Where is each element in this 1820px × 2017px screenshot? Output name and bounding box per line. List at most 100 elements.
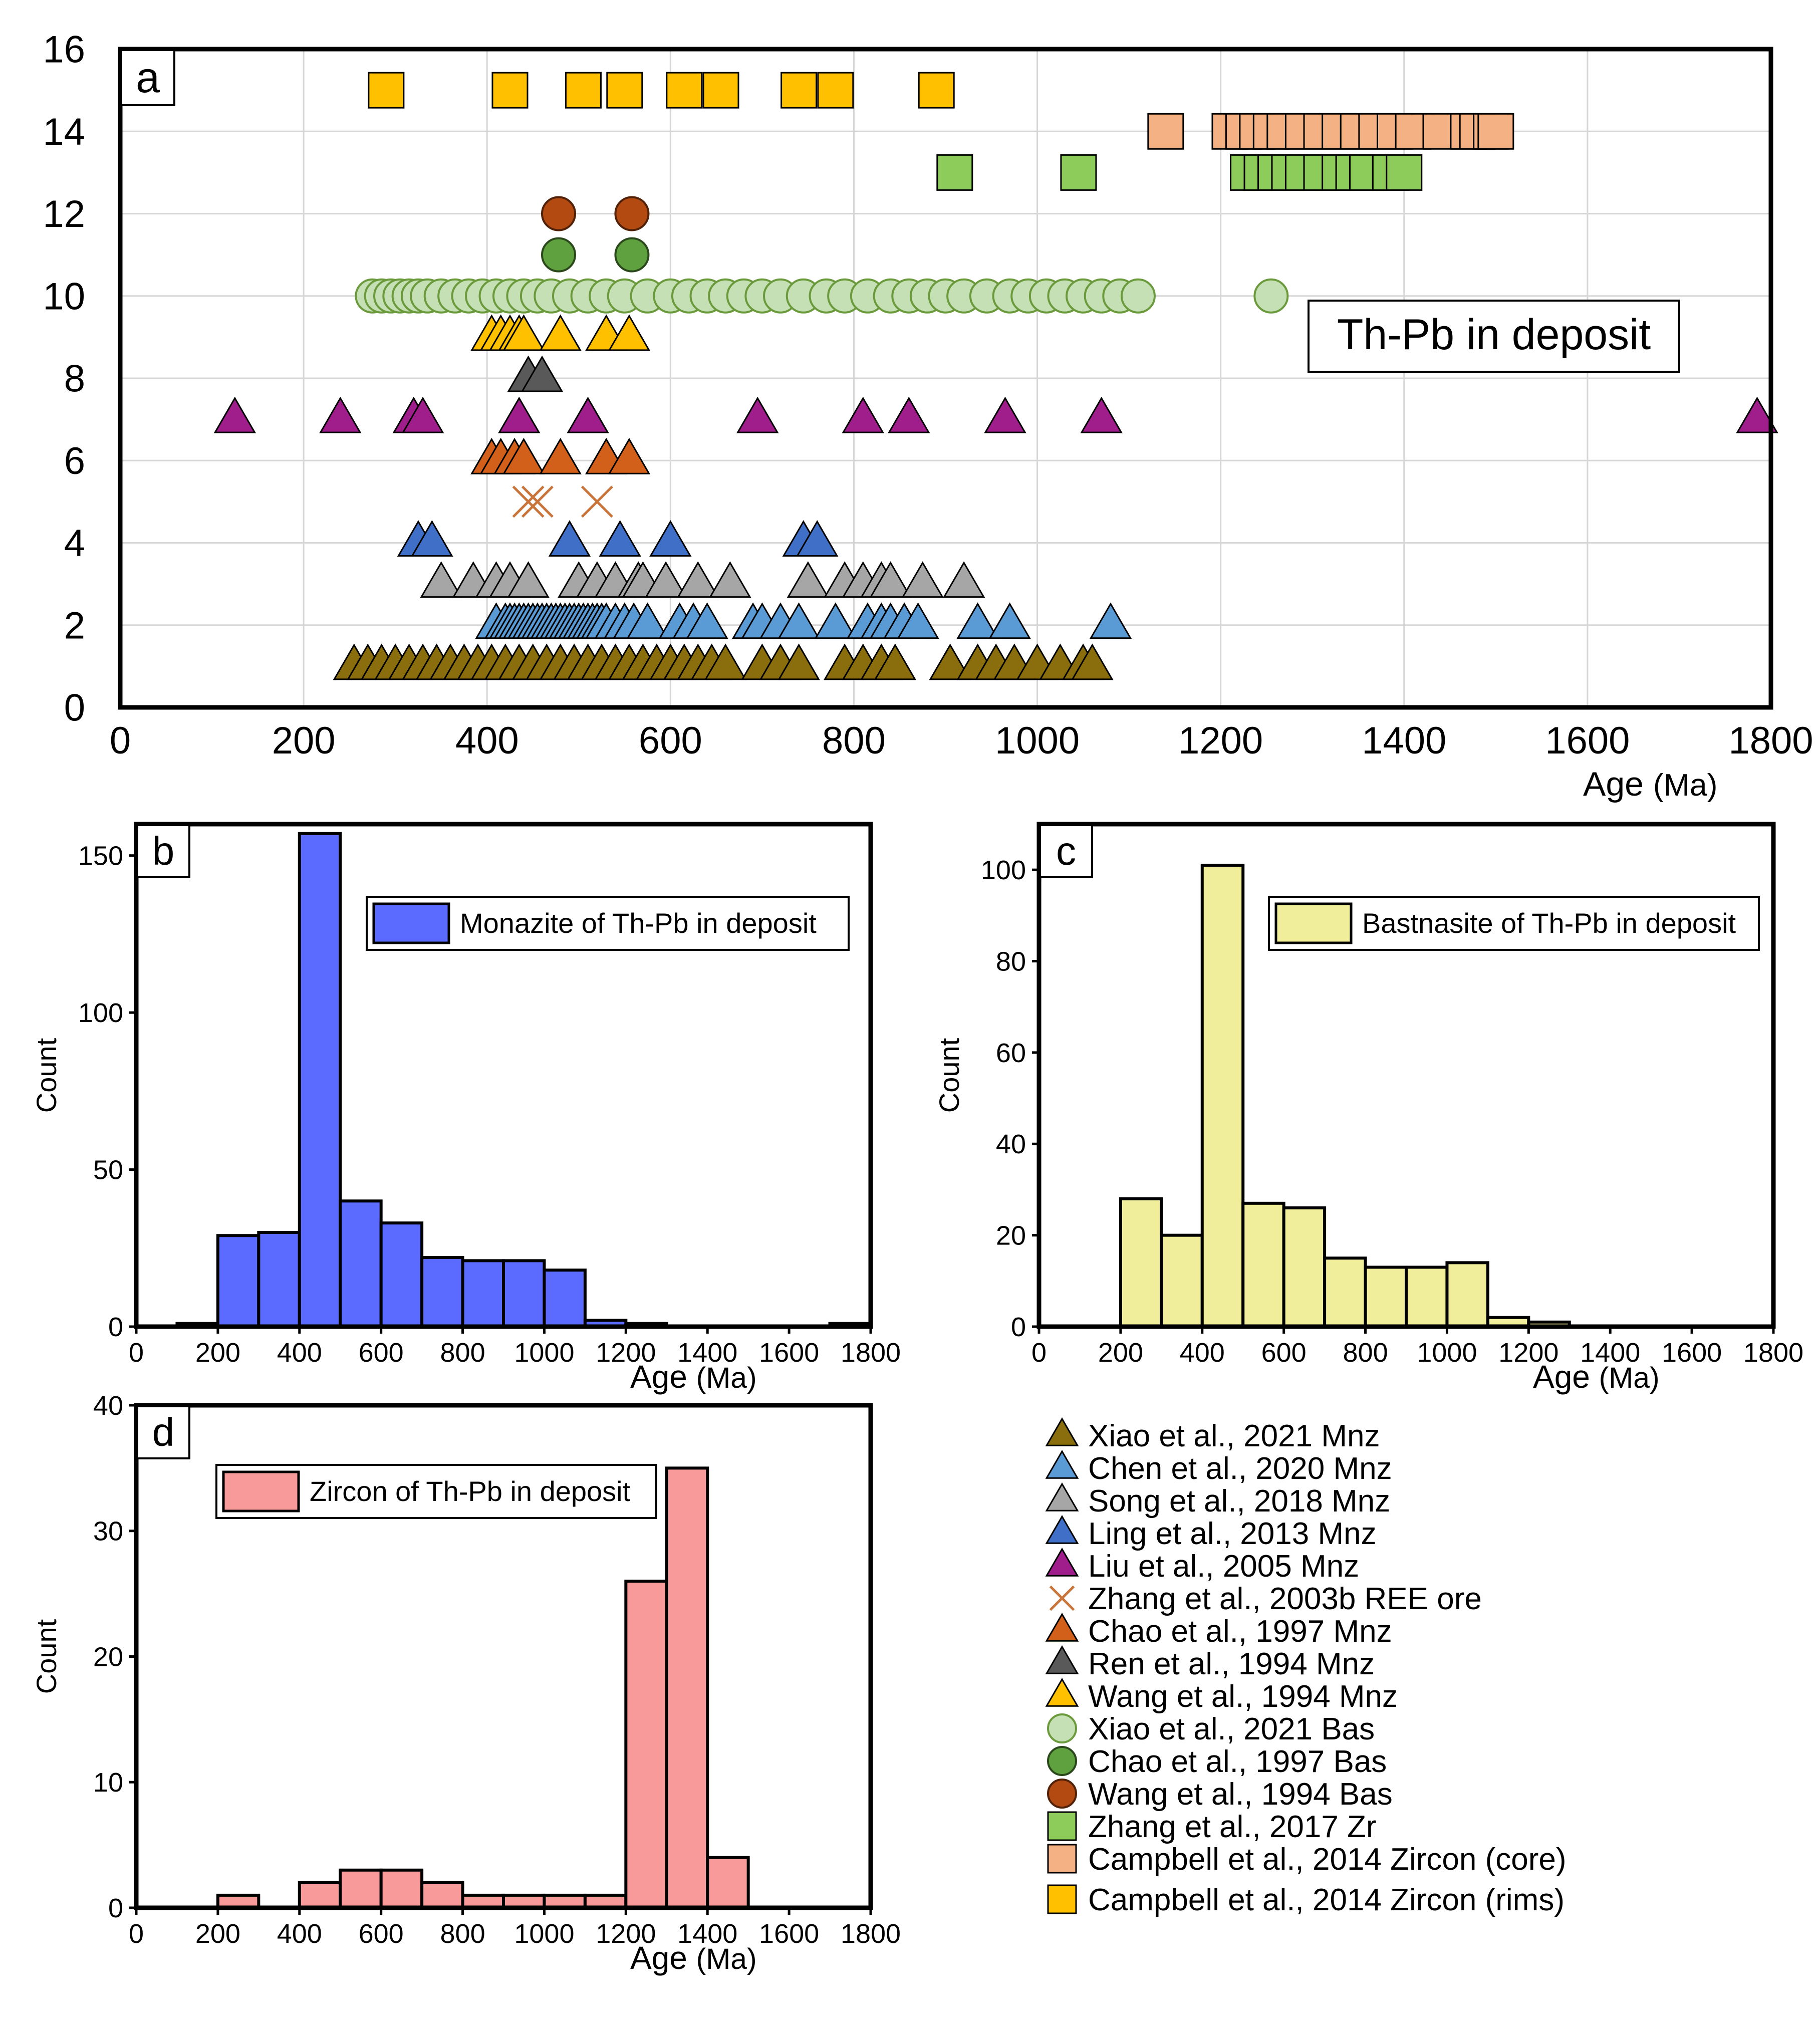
plot-frame bbox=[134, 822, 873, 1329]
histogram-bar bbox=[1200, 864, 1245, 1328]
series-chao-et-al-1997-bas bbox=[541, 237, 650, 273]
legend-item-label: Song et al., 2018 Mnz bbox=[1088, 1484, 1390, 1519]
legend-item-label: Wang et al., 1994 Bas bbox=[1088, 1777, 1393, 1812]
panel-label-text: a bbox=[136, 54, 160, 102]
data-point bbox=[368, 72, 405, 109]
x-tick-label: 600 bbox=[359, 1919, 404, 1949]
x-tick-label: 600 bbox=[639, 719, 702, 762]
data-point bbox=[777, 643, 820, 680]
data-point bbox=[842, 396, 884, 433]
legend-item: Liu et al., 2005 Mnz bbox=[1045, 1548, 1359, 1584]
series-chao-et-al-1997-mnz bbox=[470, 437, 651, 474]
histogram-bar bbox=[1323, 1256, 1367, 1329]
data-point bbox=[709, 561, 751, 598]
y-tick-label: 50 bbox=[93, 1155, 123, 1185]
histogram-bar bbox=[420, 1881, 464, 1910]
y-tick-label: 40 bbox=[996, 1129, 1026, 1159]
legend-item-label: Chao et al., 1997 Mnz bbox=[1088, 1614, 1392, 1649]
series-xiao-et-al-2021-mnz bbox=[333, 643, 1114, 680]
x-tick-label: 1400 bbox=[677, 1919, 737, 1949]
x-tick-label: 1600 bbox=[759, 1338, 819, 1368]
data-point bbox=[498, 396, 541, 433]
legend-label: Bastnasite of Th-Pb in deposit bbox=[1362, 907, 1736, 939]
y-tick-label: 100 bbox=[981, 855, 1026, 885]
x-tick-label: 600 bbox=[1261, 1338, 1307, 1368]
panel-label: d bbox=[136, 1405, 190, 1459]
panel-label-text: d bbox=[152, 1410, 175, 1454]
x-tick-label: 1200 bbox=[1178, 719, 1263, 762]
x-tick-label: 1000 bbox=[1417, 1338, 1477, 1368]
x-tick-label: 1400 bbox=[677, 1338, 737, 1368]
data-point bbox=[565, 72, 602, 109]
x-tick-label: 800 bbox=[1343, 1338, 1388, 1368]
x-tick-label: 1000 bbox=[995, 719, 1080, 762]
data-point bbox=[1089, 602, 1132, 639]
data-point bbox=[1080, 396, 1123, 433]
data-point bbox=[988, 602, 1031, 639]
x-tick-label: 800 bbox=[440, 1919, 485, 1949]
data-point bbox=[929, 643, 971, 680]
legend-item-label: Liu et al., 2005 Mnz bbox=[1088, 1549, 1359, 1584]
legend-item: Xiao et al., 2021 Mnz bbox=[1045, 1417, 1380, 1453]
legend-marker bbox=[1047, 1844, 1077, 1874]
legend-marker bbox=[1049, 1585, 1075, 1611]
histogram-bar bbox=[379, 1221, 424, 1329]
histogram-bar bbox=[379, 1868, 424, 1909]
x-tick-label: 1600 bbox=[1545, 719, 1630, 762]
legend-item-label: Ren et al., 1994 Mnz bbox=[1088, 1647, 1375, 1681]
y-tick-label: 16 bbox=[43, 29, 85, 71]
legend-item: Ren et al., 1994 Mnz bbox=[1045, 1645, 1375, 1681]
legend-marker bbox=[1047, 1746, 1077, 1776]
legend-marker bbox=[1045, 1417, 1079, 1446]
legend-item: Zhang et al., 2017 Zr bbox=[1047, 1810, 1377, 1844]
series-wang-et-al-1994-mnz bbox=[470, 314, 651, 351]
data-point bbox=[512, 485, 545, 518]
x-axis-label: Age (Ma) bbox=[1533, 1359, 1660, 1395]
plot-frame bbox=[118, 47, 1773, 710]
data-point bbox=[411, 520, 453, 557]
plot-frame bbox=[1036, 822, 1776, 1329]
bars bbox=[1119, 864, 1571, 1329]
legend-item-label: Chao et al., 1997 Bas bbox=[1088, 1744, 1387, 1779]
x-tick-label: 400 bbox=[277, 1338, 322, 1368]
histogram-bar bbox=[665, 1466, 709, 1909]
legend-marker bbox=[1045, 1645, 1079, 1674]
series-zhang-et-al-2003b-ree-ore bbox=[512, 485, 613, 518]
histogram-bar bbox=[1364, 1266, 1408, 1328]
data-point bbox=[787, 561, 830, 598]
x-tick-label: 200 bbox=[195, 1919, 240, 1949]
x-tick-label: 1800 bbox=[841, 1338, 901, 1368]
histogram-bar bbox=[1241, 1201, 1285, 1328]
histogram-bar bbox=[298, 832, 342, 1328]
legend-marker bbox=[1045, 1450, 1079, 1479]
histogram-bar bbox=[339, 1868, 383, 1909]
legend-item: Chao et al., 1997 Bas bbox=[1047, 1744, 1387, 1779]
panel-label-box bbox=[1039, 824, 1093, 878]
legend-item: Xiao et al., 2021 Bas bbox=[1047, 1712, 1375, 1746]
series-xiao-et-al-2021-bas bbox=[355, 278, 1289, 314]
x-tick-label: 0 bbox=[110, 719, 131, 762]
x-tick-label: 1000 bbox=[514, 1338, 574, 1368]
x-tick-label: 400 bbox=[277, 1919, 322, 1949]
bars bbox=[216, 1466, 750, 1910]
histogram-bar bbox=[298, 1881, 342, 1910]
legend-item: Wang et al., 1994 Bas bbox=[1047, 1777, 1393, 1812]
legend-label: Monazite of Th-Pb in deposit bbox=[460, 907, 817, 939]
legend-item: Song et al., 2018 Mnz bbox=[1045, 1482, 1390, 1519]
legend-box: Bastnasite of Th-Pb in deposit bbox=[1268, 896, 1760, 951]
legend-item: Chen et al., 2020 Mnz bbox=[1045, 1450, 1392, 1486]
legend-marker bbox=[1045, 1482, 1079, 1511]
panel-label: b bbox=[136, 824, 190, 878]
data-point bbox=[814, 602, 857, 639]
data-point bbox=[420, 561, 462, 598]
data-point bbox=[1071, 643, 1114, 680]
series-song-et-al-2018-mnz bbox=[420, 561, 985, 598]
legend-item-label: Xiao et al., 2021 Mnz bbox=[1088, 1419, 1380, 1453]
series-wang-et-al-1994-bas bbox=[541, 196, 650, 231]
x-tick-label: 1000 bbox=[514, 1919, 574, 1949]
x-tick-label: 1800 bbox=[841, 1919, 901, 1949]
data-point bbox=[1120, 278, 1156, 314]
y-tick-label: 0 bbox=[64, 687, 85, 729]
y-tick-label: 60 bbox=[996, 1038, 1026, 1068]
